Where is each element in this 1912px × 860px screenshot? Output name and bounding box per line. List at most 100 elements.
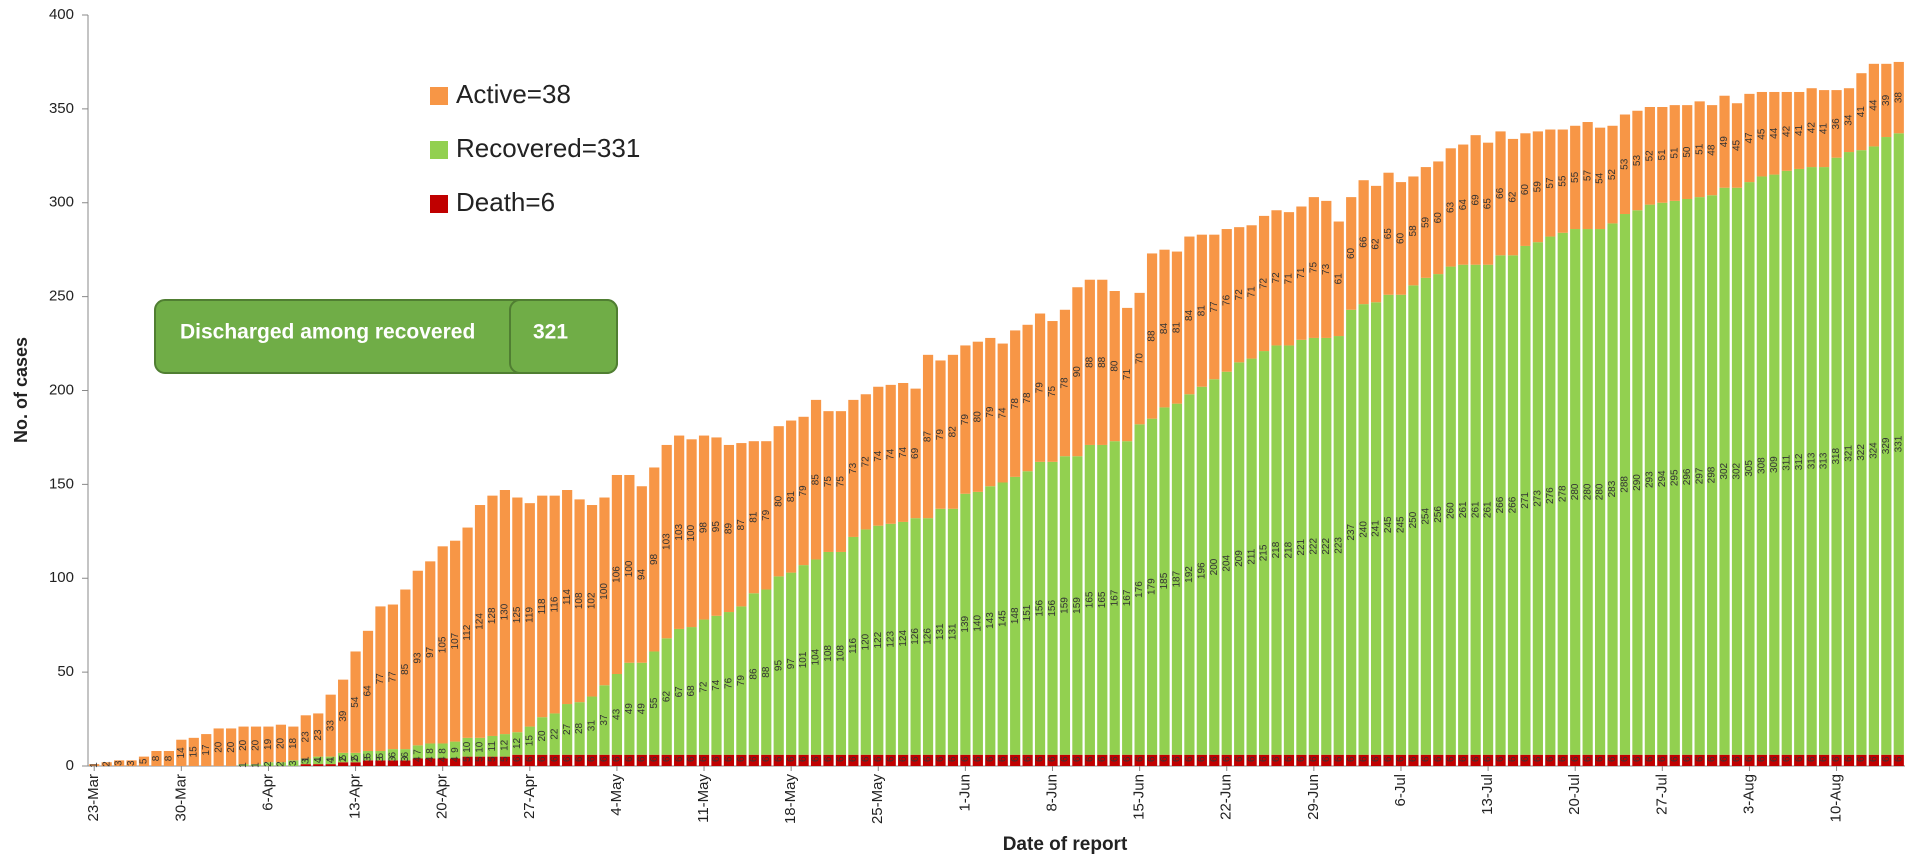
value-label: 6 xyxy=(1806,756,1817,762)
value-label: 167 xyxy=(1122,589,1133,606)
value-label: 179 xyxy=(1147,578,1158,595)
value-label: 6 xyxy=(1184,756,1195,762)
bar-segment xyxy=(1383,294,1394,755)
bar-segment xyxy=(898,521,909,755)
bar-segment xyxy=(1482,264,1494,755)
x-tick-label: 13-Jul xyxy=(1479,774,1496,815)
value-label: 271 xyxy=(1520,492,1531,509)
value-label: 6 xyxy=(1744,756,1755,762)
bar-segment xyxy=(723,444,735,613)
bar-segment xyxy=(1221,229,1232,372)
value-label: 10 xyxy=(475,741,486,753)
bar-segment xyxy=(1856,754,1867,766)
bar-segment xyxy=(773,754,784,766)
bar-segment xyxy=(1122,307,1133,442)
value-label: 62 xyxy=(661,691,672,703)
bar-segment xyxy=(1769,91,1780,175)
value-label: 23 xyxy=(313,729,324,741)
value-label: 6 xyxy=(848,756,859,762)
value-label: 3 xyxy=(126,760,137,766)
value-label: 65 xyxy=(1483,198,1494,210)
bar-segment xyxy=(450,758,461,766)
value-label: 159 xyxy=(1060,597,1071,614)
value-label: 119 xyxy=(524,606,535,622)
value-label: 211 xyxy=(1246,548,1257,564)
bar-segment xyxy=(1184,236,1195,395)
value-label: 6 xyxy=(674,756,685,762)
bar-segment xyxy=(1619,754,1631,766)
y-axis-title: No. of cases xyxy=(11,337,31,443)
value-label: 222 xyxy=(1321,538,1332,555)
value-label: 93 xyxy=(412,652,423,664)
bar-segment xyxy=(1644,754,1655,766)
value-label: 43 xyxy=(612,708,623,720)
bar-segment xyxy=(1109,754,1120,766)
series-2 xyxy=(89,61,1904,766)
bar-segment xyxy=(1644,106,1655,205)
bar-segment xyxy=(425,743,436,759)
bar-segment xyxy=(288,760,299,766)
bar-segment xyxy=(1843,88,1855,153)
value-label: 331 xyxy=(1893,435,1904,452)
bar-segment xyxy=(1370,185,1382,303)
bar-segment xyxy=(649,651,660,755)
bar-segment xyxy=(1607,223,1618,755)
value-label: 73 xyxy=(1321,263,1332,275)
value-label: 209 xyxy=(1234,550,1245,567)
bar-segment xyxy=(1495,754,1506,766)
bar-segment xyxy=(450,741,461,759)
bar-segment xyxy=(524,503,535,727)
bar-segment xyxy=(1819,90,1830,168)
value-label: 6 xyxy=(1844,756,1855,762)
value-label: 108 xyxy=(823,645,834,662)
value-label: 44 xyxy=(1869,99,1880,111)
value-label: 6 xyxy=(1533,756,1544,762)
value-label: 296 xyxy=(1682,468,1693,485)
bar-segment xyxy=(1893,61,1904,134)
value-label: 2 xyxy=(263,761,274,767)
value-label: 8 xyxy=(151,755,162,761)
bar-segment xyxy=(761,754,772,766)
bar-segment xyxy=(1657,202,1668,755)
value-label: 37 xyxy=(599,714,610,726)
y-tick-label: 400 xyxy=(49,6,74,23)
value-label: 51 xyxy=(1694,143,1705,155)
value-label: 6 xyxy=(1545,756,1556,762)
value-label: 78 xyxy=(1060,377,1071,389)
value-label: 78 xyxy=(1010,398,1021,410)
bar-segment xyxy=(1034,461,1046,755)
bar-segment xyxy=(698,619,710,755)
value-label: 6 xyxy=(1421,756,1432,762)
bar-segment xyxy=(1831,754,1842,766)
value-label: 6 xyxy=(1346,756,1357,762)
bar-segment xyxy=(549,754,560,766)
bar-segment xyxy=(1258,754,1270,766)
annotation-box: Discharged among recovered 321 xyxy=(154,299,618,374)
value-label: 192 xyxy=(1184,566,1195,583)
value-label: 88 xyxy=(1097,356,1108,368)
value-label: 64 xyxy=(363,685,374,697)
x-tick-label: 6-Apr xyxy=(259,774,276,811)
bar-segment xyxy=(1831,157,1842,755)
value-label: 223 xyxy=(1333,537,1344,554)
bar-segment xyxy=(1109,441,1120,755)
bar-segment xyxy=(960,345,971,494)
bar-segment xyxy=(1184,394,1195,755)
value-label: 6 xyxy=(1296,756,1307,762)
value-label: 187 xyxy=(1172,570,1183,587)
bar-segment xyxy=(686,754,697,766)
bar-segment xyxy=(487,495,498,736)
y-tick-label: 300 xyxy=(49,194,74,211)
value-label: 1 xyxy=(251,762,262,768)
bar-segment xyxy=(935,360,946,509)
value-label: 6 xyxy=(1321,756,1332,762)
value-label: 6 xyxy=(512,756,523,762)
bar-segment xyxy=(263,726,274,763)
bar-segment xyxy=(437,758,448,766)
value-label: 41 xyxy=(1856,106,1867,118)
value-label: 6 xyxy=(1433,756,1444,762)
value-label: 159 xyxy=(1072,597,1083,614)
value-label: 6 xyxy=(1408,756,1419,762)
bar-segment xyxy=(1196,386,1207,755)
value-label: 124 xyxy=(898,630,909,647)
